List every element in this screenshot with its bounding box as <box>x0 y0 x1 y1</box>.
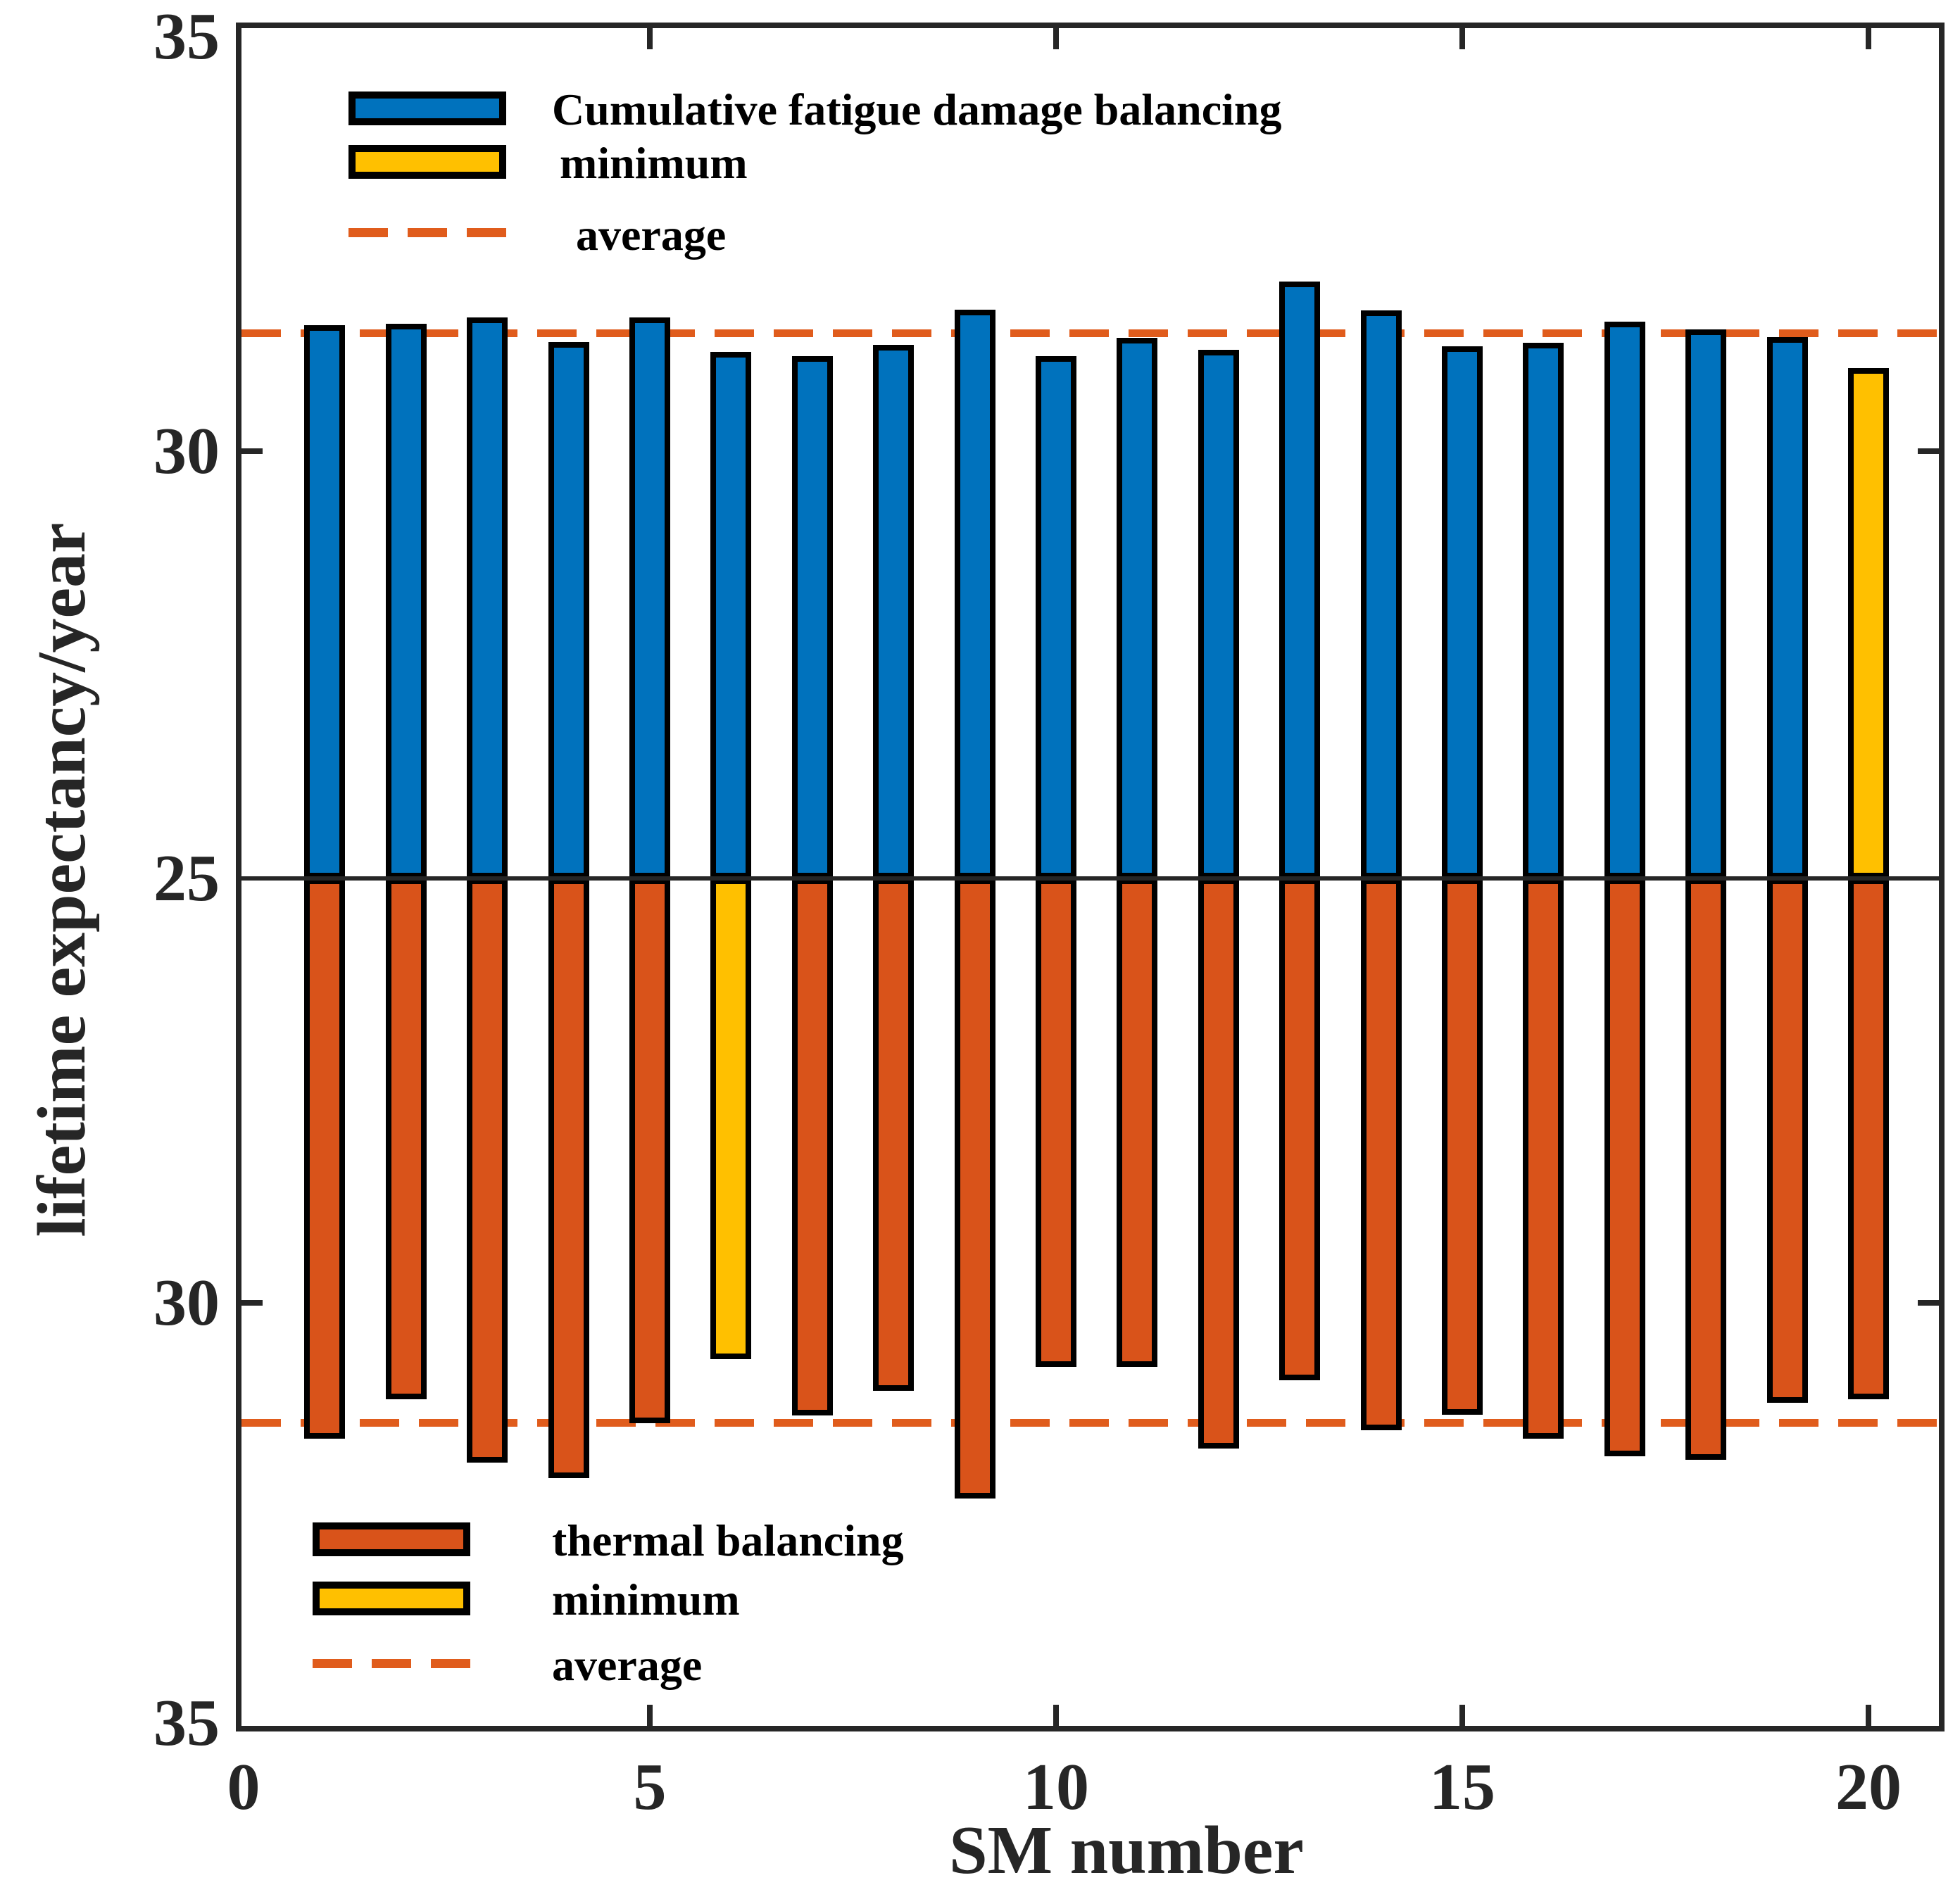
y-axis-label: lifetime expectancy/year <box>24 522 100 1237</box>
legend-top-minimum-swatch <box>348 145 506 179</box>
bar-top-sm18 <box>1685 329 1727 878</box>
bar-top-sm1 <box>304 324 346 878</box>
bar-bottom-sm19 <box>1766 878 1808 1403</box>
bar-top-sm11 <box>1117 338 1158 878</box>
bar-top-sm3 <box>467 317 508 878</box>
legend-bottom-minimum-label: minimum <box>552 1575 740 1625</box>
plot-frame <box>236 23 1945 1731</box>
bar-top-sm16 <box>1523 343 1564 878</box>
y-tick-label-0: 35 <box>153 0 220 73</box>
bar-top-sm2 <box>385 323 427 878</box>
x-tick-label-15: 15 <box>1429 1750 1495 1824</box>
bar-bottom-sm16 <box>1523 878 1564 1439</box>
bar-top-sm19 <box>1766 336 1808 878</box>
x-tick-top-20 <box>1866 28 1871 49</box>
average-line-bottom <box>241 1418 1939 1427</box>
x-tick-label-20: 20 <box>1835 1750 1902 1824</box>
midline-25 <box>241 876 1939 881</box>
bar-bottom-sm8 <box>873 878 915 1391</box>
y-tick-label-1: 30 <box>153 415 220 488</box>
bar-top-sm20 <box>1848 367 1889 878</box>
bar-bottom-sm15 <box>1442 878 1483 1415</box>
x-tick-bottom-20 <box>1866 1705 1871 1726</box>
bar-bottom-sm10 <box>1036 878 1076 1367</box>
x-tick-label-5: 5 <box>633 1750 667 1824</box>
y-tick-right-0 <box>1918 448 1939 454</box>
bar-bottom-sm12 <box>1198 878 1239 1449</box>
x-axis-label: SM number <box>949 1812 1304 1880</box>
bar-top-sm7 <box>791 355 833 878</box>
legend-top-series-swatch <box>348 92 506 125</box>
bar-bottom-sm1 <box>304 878 346 1439</box>
bar-top-sm14 <box>1360 310 1402 878</box>
x-tick-label-10: 10 <box>1023 1750 1089 1824</box>
legend-top-average-label: average <box>576 210 727 260</box>
x-tick-top-15 <box>1459 28 1465 49</box>
x-tick-label-0: 0 <box>227 1750 260 1824</box>
y-tick-left-0 <box>241 448 263 454</box>
bar-bottom-sm3 <box>467 878 508 1463</box>
legend-top-average-dash-icon <box>348 228 506 237</box>
bar-top-sm15 <box>1442 346 1483 878</box>
x-tick-top-5 <box>647 28 653 49</box>
legend-top-series-label: Cumulative fatigue damage balancing <box>552 84 1282 134</box>
legend-bottom-series-label: thermal balancing <box>552 1515 904 1565</box>
bar-top-sm17 <box>1604 322 1645 878</box>
bar-top-sm4 <box>548 342 589 878</box>
bar-bottom-sm4 <box>548 878 589 1478</box>
y-tick-label-4: 35 <box>153 1686 220 1760</box>
bar-top-sm5 <box>629 317 670 878</box>
x-tick-bottom-5 <box>647 1705 653 1726</box>
legend-bottom-series-swatch <box>313 1522 470 1556</box>
y-tick-label-3: 30 <box>153 1266 220 1339</box>
bar-bottom-sm2 <box>385 878 427 1399</box>
bar-bottom-sm17 <box>1604 878 1645 1457</box>
bar-top-sm6 <box>710 351 752 878</box>
y-tick-left-1 <box>241 1300 263 1306</box>
y-tick-label-2: 25 <box>153 842 220 915</box>
bar-bottom-sm20 <box>1848 878 1889 1399</box>
bar-bottom-sm7 <box>791 878 833 1415</box>
bar-top-sm10 <box>1036 355 1076 878</box>
legend-top-minimum-label: minimum <box>560 138 748 188</box>
bar-bottom-sm6 <box>710 878 752 1359</box>
bar-top-sm12 <box>1198 350 1239 878</box>
bar-bottom-sm11 <box>1117 878 1158 1367</box>
x-tick-top-10 <box>1053 28 1059 49</box>
bar-top-sm13 <box>1279 282 1321 878</box>
bar-bottom-sm9 <box>954 878 995 1499</box>
bar-bottom-sm14 <box>1360 878 1402 1430</box>
bar-top-sm8 <box>873 344 915 878</box>
average-line-top <box>241 329 1939 337</box>
bar-top-sm9 <box>954 310 995 878</box>
x-tick-bottom-10 <box>1053 1705 1059 1726</box>
bar-bottom-sm5 <box>629 878 670 1423</box>
y-tick-right-1 <box>1918 1300 1939 1306</box>
x-tick-bottom-15 <box>1459 1705 1465 1726</box>
bar-bottom-sm13 <box>1279 878 1321 1381</box>
legend-bottom-minimum-swatch <box>313 1582 470 1615</box>
bar-bottom-sm18 <box>1685 878 1727 1461</box>
legend-bottom-average-dash-icon <box>313 1659 470 1668</box>
legend-bottom-average-label: average <box>552 1640 703 1690</box>
